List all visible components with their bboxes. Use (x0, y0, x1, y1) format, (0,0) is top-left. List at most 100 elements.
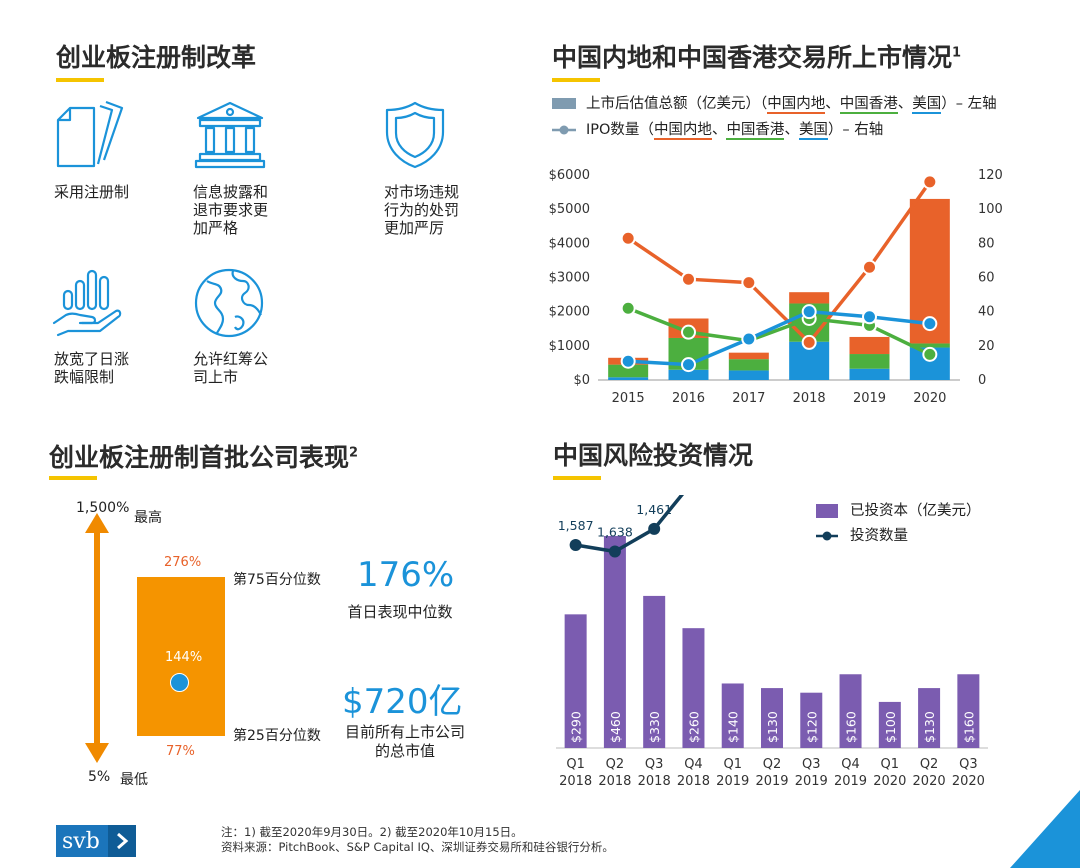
svb-logo: svb (56, 825, 136, 857)
footnote: 注：1) 截至2020年9月30日。2) 截至2020年10月15日。 资料来源：… (221, 825, 614, 854)
vc-x-tick-quarter: Q2 (920, 757, 939, 772)
vc-bar-label: $160 (961, 711, 976, 743)
vc-bar (957, 674, 980, 748)
reform-title-underline (56, 78, 104, 82)
vc-x-tick-quarter: Q1 (723, 757, 742, 772)
legend-line-text: IPO数量（中国内地、中国香港、美国）– 右轴 (586, 122, 884, 140)
vc-x-tick-year: 2018 (598, 774, 631, 789)
line-point (801, 304, 817, 320)
vc-x-tick-quarter: Q3 (645, 757, 664, 772)
vc-bar (918, 688, 941, 748)
y-right-tick-label: 60 (978, 271, 995, 286)
vc-bar-label: $260 (686, 711, 701, 743)
vc-line-label: 1,638 (597, 525, 633, 540)
shield-icon (383, 100, 447, 170)
legend-line-swatch (552, 124, 576, 136)
bar-segment (909, 343, 950, 348)
x-tick-label: 2015 (612, 391, 645, 406)
vc-title: 中国风险投资情况 (553, 441, 754, 470)
vc-x-tick-year: 2018 (638, 774, 671, 789)
vc-x-tick-year: 2020 (952, 774, 985, 789)
vc-bar-label: $460 (608, 711, 623, 743)
line-point (681, 357, 696, 373)
line-point (681, 271, 696, 287)
listing-title: 中国内地和中国香港交易所上市情况1 (552, 43, 962, 72)
vc-x-tick-year: 2019 (795, 774, 828, 789)
bar-segment (849, 354, 890, 369)
vc-bar (878, 701, 901, 748)
iqr-box (137, 577, 225, 736)
bar-segment (608, 377, 649, 380)
vc-x-tick-year: 2019 (834, 774, 867, 789)
vc-line-point (608, 545, 621, 558)
first-batch-title-underline (49, 476, 97, 480)
bar-segment (849, 368, 890, 380)
line-point (862, 309, 877, 325)
vc-legend-line: 投资数量 (816, 524, 908, 545)
high-label: 最高 (134, 510, 162, 526)
y-right-tick-label: 80 (978, 236, 995, 251)
vc-x-tick-quarter: Q1 (881, 757, 900, 772)
vc-line-series (575, 495, 685, 554)
x-tick-label: 2018 (793, 391, 826, 406)
bar-segment (608, 364, 649, 378)
vc-chart: $290 $460 $330 $260 $140 $130 $120 $160 $100 $130… (556, 495, 988, 789)
bar-segment (728, 370, 769, 380)
reform-item-1-label: 采用注册制 (54, 183, 130, 201)
vc-bar-label: $120 (804, 711, 819, 743)
vc-legend-line-text: 投资数量 (850, 528, 908, 544)
vc-bar-label: $160 (844, 711, 859, 743)
vc-x-tick-quarter: Q2 (606, 757, 625, 772)
reform-item-4-label: 放宽了日涨 跌幅限制 (54, 350, 130, 386)
first-batch-title: 创业板注册制首批公司表现2 (49, 443, 359, 472)
y-left-tick-label: $2000 (549, 305, 590, 320)
vc-bar-label: $290 (569, 711, 584, 743)
vc-bar (682, 628, 705, 748)
line-point (922, 316, 938, 332)
legend-bar-text: 上市后估值总额（亿美元）（中国内地、中国香港、美国）– 左轴 (586, 96, 997, 114)
p75-value: 276% (164, 555, 202, 570)
line-point (620, 353, 636, 369)
vc-x-tick-year: 2020 (913, 774, 946, 789)
line-point (922, 346, 938, 362)
vc-legend-bar-text: 已投资本（亿美元） (850, 503, 981, 519)
line-point (922, 174, 938, 190)
high-value: 1,500% (76, 500, 130, 516)
vc-bar-label: $130 (922, 711, 937, 743)
y-left-tick-label: $0 (573, 373, 590, 388)
vc-x-tick-quarter: Q3 (802, 757, 821, 772)
bar-segment (728, 352, 769, 360)
bar-segment (789, 292, 830, 304)
line-series (627, 180, 932, 346)
vc-x-tick-quarter: Q4 (684, 757, 703, 772)
x-tick-label: 2019 (853, 391, 886, 406)
vc-bar-label: $130 (765, 711, 780, 743)
line-series (628, 309, 931, 367)
bar-segment (849, 336, 890, 355)
reform-item-5-label: 允许红筹公 司上市 (193, 350, 269, 386)
vc-x-tick-year: 2020 (873, 774, 906, 789)
low-label: 最低 (120, 772, 148, 788)
low-value: 5% (88, 769, 111, 785)
y-left-tick-label: $6000 (549, 168, 590, 183)
stat1-label: 首日表现中位数 (347, 603, 453, 621)
y-right-tick-label: 40 (978, 305, 995, 320)
y-right-tick-label: 0 (978, 373, 986, 388)
reform-title: 创业板注册制改革 (56, 43, 257, 72)
stat2-value: $720亿 (342, 682, 463, 722)
line-point (681, 324, 696, 340)
vc-line-label: 1,587 (558, 518, 594, 533)
p25-value: 77% (166, 744, 195, 759)
corner-decoration (1010, 790, 1080, 868)
y-left-tick-label: $4000 (549, 236, 590, 251)
hand-bar-chart-icon (52, 265, 124, 337)
stat2-label: 目前所有上市公司 的总市值 (344, 723, 465, 760)
vc-bar (603, 536, 626, 748)
vc-x-tick-quarter: Q2 (763, 757, 782, 772)
x-tick-label: 2017 (732, 391, 765, 406)
reform-item-3-label: 对市场违规 行为的处罚 更加严厉 (384, 183, 460, 237)
line-point (801, 334, 817, 350)
vc-bar-label: $330 (647, 711, 662, 743)
vc-x-tick-year: 2019 (755, 774, 788, 789)
chevron-right-icon (108, 825, 136, 857)
